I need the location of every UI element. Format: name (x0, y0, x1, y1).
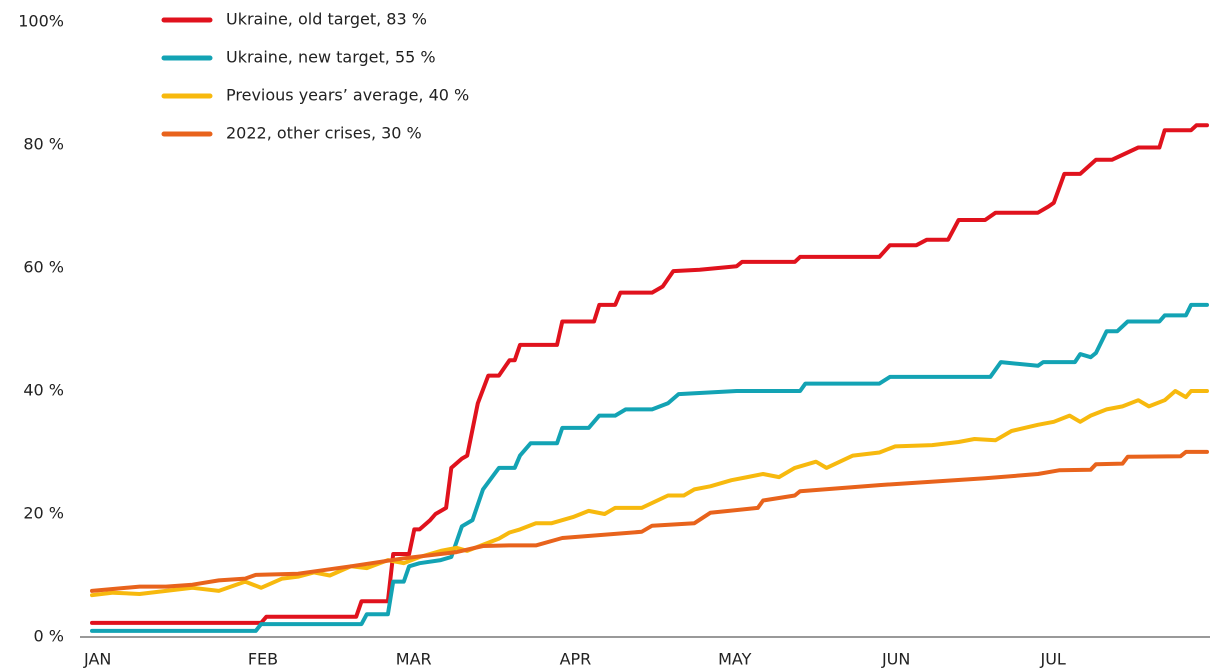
x-tick-label: JAN (83, 650, 111, 669)
y-tick-label: 40 % (23, 381, 64, 400)
x-tick-label: FEB (248, 650, 278, 669)
x-tick-label: APR (560, 650, 592, 669)
y-tick-label: 80 % (23, 135, 64, 154)
x-tick-label: JUL (1039, 650, 1065, 669)
legend-label: Ukraine, new target, 55 % (226, 48, 436, 67)
y-tick-label: 100% (18, 12, 64, 31)
data-line (90, 123, 1209, 625)
legend-label: Ukraine, old target, 83 % (226, 10, 427, 29)
data-line (90, 449, 1209, 593)
legend-label: Previous years’ average, 40 % (226, 86, 469, 105)
x-tick-label: JUN (881, 650, 910, 669)
y-tick-label: 0 % (34, 627, 64, 646)
data-line (90, 302, 1209, 633)
x-tick-label: MAY (718, 650, 752, 669)
x-tick-label: MAR (396, 650, 432, 669)
data-line (90, 389, 1209, 598)
y-tick-label: 60 % (23, 258, 64, 277)
legend-label: 2022, other crises, 30 % (226, 124, 422, 143)
y-tick-label: 20 % (23, 504, 64, 523)
